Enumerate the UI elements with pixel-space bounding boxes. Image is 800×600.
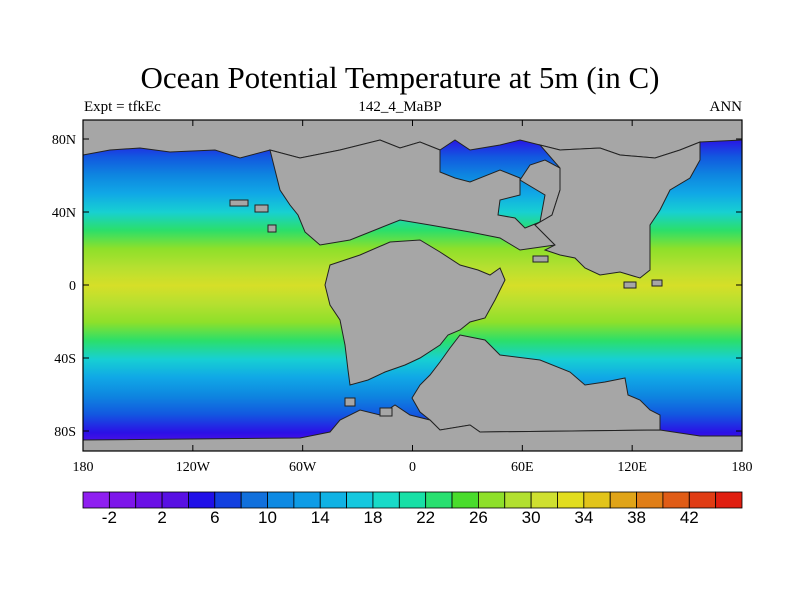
colorbar-swatch [398, 491, 427, 509]
colorbar-swatch [240, 491, 268, 509]
lon-label: 60W [289, 460, 317, 475]
colorbar-swatch [715, 491, 743, 509]
lat-label: 40S [54, 352, 76, 367]
experiment-label: Expt = tfkEc [84, 99, 161, 115]
colorbar-swatch [214, 491, 242, 509]
season-label: ANN [709, 99, 743, 115]
lon-label: 60E [511, 460, 534, 475]
colorbar-swatch [477, 491, 506, 509]
period-label: 142_4_MaBP [358, 99, 442, 115]
colorbar-swatch [609, 491, 637, 509]
colorbar-swatch [188, 491, 216, 509]
lon-label: 120E [617, 460, 647, 475]
colorbar-swatch [688, 491, 717, 509]
colorbar-label: 38 [627, 508, 646, 527]
colorbar-label: 42 [680, 508, 699, 527]
lat-label: 80S [54, 425, 76, 440]
colorbar-label: 30 [522, 508, 541, 527]
colorbar-swatch [319, 491, 347, 509]
land-island-5 [379, 407, 393, 417]
land-island-8 [532, 255, 549, 263]
colorbar-swatch [425, 491, 453, 509]
colorbar-swatch [346, 491, 374, 509]
colorbar-swatch [293, 491, 321, 509]
land-island-6 [623, 281, 637, 289]
land-north-east-block [534, 141, 701, 279]
lon-label: 120W [176, 460, 211, 475]
lon-label: 180 [73, 460, 94, 475]
colorbar-label: 2 [157, 508, 166, 527]
colorbar-swatch [82, 491, 110, 509]
colorbar [82, 491, 743, 509]
land-island-3 [267, 224, 277, 233]
colorbar-label: 14 [311, 508, 330, 527]
land-east-peninsula [411, 334, 661, 433]
land-island-2 [254, 204, 269, 213]
lat-label: 0 [69, 279, 76, 294]
land-masses [82, 119, 743, 452]
colorbar-swatch [530, 491, 558, 509]
colorbar-label: 10 [258, 508, 277, 527]
colorbar-swatch [108, 491, 137, 509]
colorbar-swatch [636, 491, 664, 509]
colorbar-label: 26 [469, 508, 488, 527]
map-title: Ocean Potential Temperature at 5m (in C) [140, 60, 660, 95]
colorbar-labels: -2 2 6 10 14 18 22 26 30 34 38 42 [102, 508, 699, 527]
axis-ticks [82, 120, 743, 451]
colorbar-label: 22 [416, 508, 435, 527]
colorbar-swatch [451, 491, 479, 509]
colorbar-swatch [267, 491, 295, 509]
land-north-west-block [269, 139, 561, 251]
colorbar-label: 6 [210, 508, 219, 527]
land-island-7 [651, 279, 663, 287]
land-island-1 [229, 199, 249, 207]
colorbar-swatch [662, 491, 690, 509]
land-central-continent [324, 239, 506, 386]
colorbar-swatch [161, 491, 189, 509]
colorbar-label: -2 [102, 508, 117, 527]
land-island-4 [344, 397, 356, 407]
colorbar-label: 18 [363, 508, 382, 527]
colorbar-swatch [583, 491, 611, 509]
lon-label: 180 [732, 460, 753, 475]
colorbar-label: 34 [574, 508, 593, 527]
longitude-labels: 180 120W 60W 0 60E 120E 180 [73, 460, 753, 475]
colorbar-swatch [372, 491, 400, 509]
colorbar-swatch [504, 491, 532, 509]
colorbar-swatch [135, 491, 163, 509]
lat-label: 80N [52, 133, 76, 148]
lat-label: 40N [52, 206, 76, 221]
latitude-labels: 80N 40N 0 40S 80S [52, 133, 76, 440]
lon-label: 0 [409, 460, 416, 475]
colorbar-swatch [557, 491, 585, 509]
